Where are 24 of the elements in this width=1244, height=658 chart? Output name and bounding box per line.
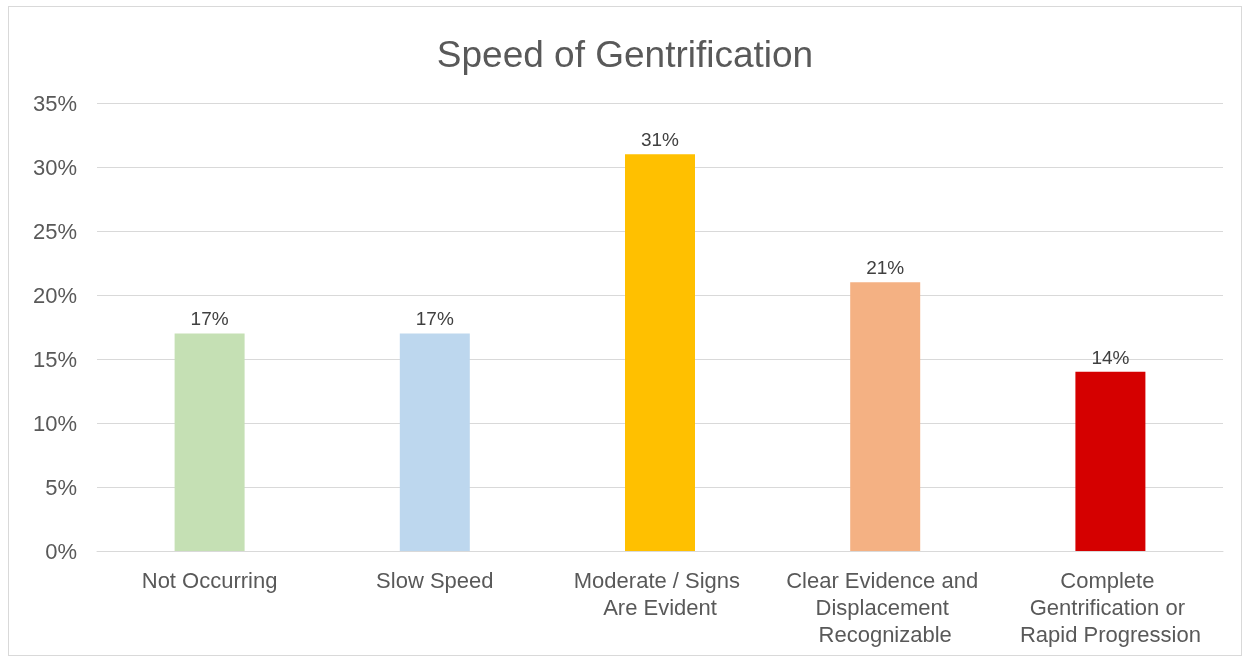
data-label: 17% bbox=[190, 308, 229, 330]
y-tick-label: 0% bbox=[45, 538, 77, 564]
x-tick-label: Clear Evidence and Displacement Recognizable bbox=[786, 568, 985, 647]
y-tick-label: 5% bbox=[45, 474, 77, 500]
bar bbox=[1075, 371, 1146, 551]
data-label: 31% bbox=[640, 129, 680, 151]
data-label: 21% bbox=[866, 257, 905, 279]
bar bbox=[399, 333, 470, 551]
x-tick-label: Moderate / Signs Are Evident bbox=[573, 568, 747, 620]
y-tick-label: 10% bbox=[32, 410, 77, 436]
x-tick-label: Slow Speed bbox=[376, 568, 494, 593]
y-tick-label: 20% bbox=[32, 282, 77, 308]
x-tick-label: Not Occurring bbox=[141, 568, 278, 593]
y-tick-label: 25% bbox=[32, 218, 77, 244]
bar bbox=[625, 154, 695, 551]
y-tick-label: 15% bbox=[32, 346, 77, 372]
bar bbox=[174, 333, 245, 551]
data-label: 17% bbox=[415, 308, 454, 330]
y-tick-label: 30% bbox=[32, 154, 77, 180]
data-label: 14% bbox=[1091, 346, 1130, 368]
y-tick-label: 35% bbox=[32, 90, 77, 116]
x-tick-label: Complete Gentrification or Rapid Progression bbox=[1019, 568, 1201, 647]
bar bbox=[850, 282, 921, 551]
chart-title: Speed of Gentrification bbox=[436, 34, 814, 75]
